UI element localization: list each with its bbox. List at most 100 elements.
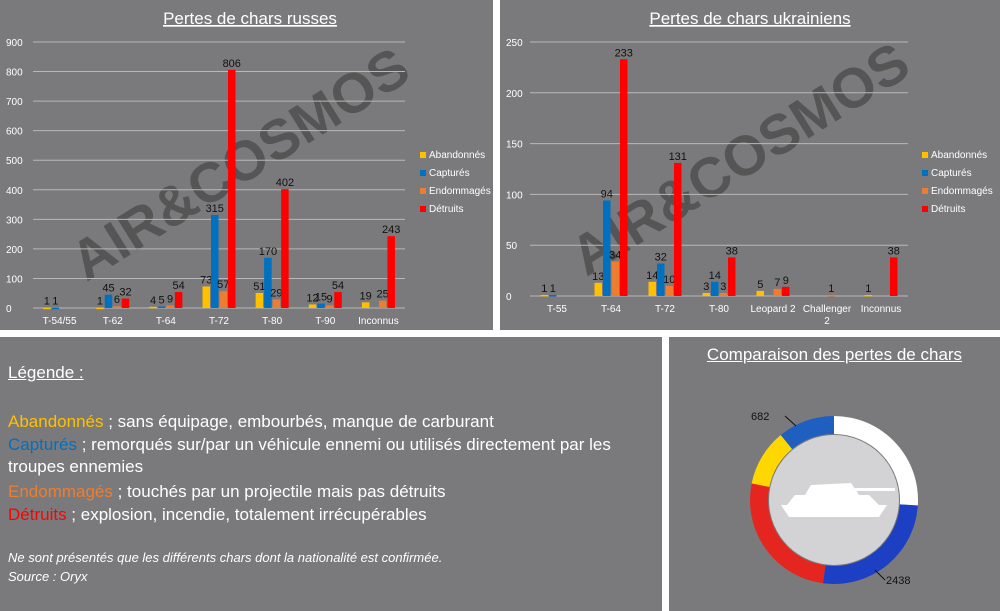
data-label: 32 [119, 287, 131, 299]
data-label: 14 [709, 270, 721, 282]
bar [665, 285, 673, 296]
legend-label: Endommagés [429, 186, 491, 197]
y-tick-label: 900 [6, 38, 23, 49]
y-tick-label: 200 [6, 245, 23, 256]
legend-swatch [420, 170, 426, 176]
x-tick-label: Challenger 2 [803, 304, 852, 327]
legend-abandonnes: Abandonnés ; sans équipage, embourbés, m… [8, 411, 658, 433]
y-tick-label: 700 [6, 97, 23, 108]
y-tick-label: 600 [6, 127, 23, 138]
ukrainian-losses-chart: Pertes de chars ukrainiens AIR&COSMOS050… [506, 9, 993, 327]
y-tick-label: 0 [506, 292, 512, 303]
russian-losses-chart: Pertes de chars russes AIR&COSMOS 0 100 200… [6, 9, 491, 327]
data-label: 1 [541, 283, 547, 295]
legend-desc: ; sans équipage, embourbés, manque de ca… [103, 412, 494, 431]
y-tick-label: 50 [506, 241, 518, 252]
data-label: 19 [360, 290, 372, 302]
bar [890, 257, 898, 296]
legend-desc: ; remorqués sur/par un véhicule ennemi o… [8, 435, 611, 476]
data-label: 10 [663, 274, 675, 286]
data-label: 29 [270, 287, 282, 299]
data-label: 54 [172, 280, 184, 292]
bar [782, 286, 790, 296]
bar [104, 294, 113, 308]
y-tick-label: 800 [6, 68, 23, 79]
legend-desc: ; explosion, incendie, totalement irrécu… [66, 505, 427, 524]
leader-line [784, 415, 797, 427]
legend-desc: ; touchés par un projectile mais pas dét… [112, 482, 446, 501]
legend-label: Endommagés [931, 186, 993, 197]
data-label: 25 [377, 289, 389, 301]
x-tick-label: T-90 [315, 316, 335, 327]
chart-title: Pertes de chars russes [163, 9, 337, 28]
data-label: 1 [828, 283, 834, 295]
legend-label: Abandonnés [429, 150, 485, 161]
data-label: 806 [223, 58, 241, 70]
legend-panel: Légende : Abandonnés ; sans équipage, em… [0, 337, 662, 611]
donut-slice-russia-white [834, 416, 918, 506]
x-tick-label: T-55 [547, 304, 567, 315]
bar [648, 281, 656, 296]
x-tick-label: Leopard 2 [750, 304, 795, 315]
data-label: 38 [888, 245, 900, 257]
legend-source: Source : Oryx [8, 569, 88, 584]
data-label: 5 [757, 279, 763, 291]
bar [281, 189, 289, 308]
bar [864, 294, 872, 297]
bar [317, 303, 325, 308]
x-tick-label: T-64 [156, 316, 176, 327]
data-label: 6 [114, 294, 120, 306]
y-tick-label: 400 [6, 186, 23, 197]
data-label: 5 [159, 295, 165, 307]
y-tick-label: 100 [506, 190, 523, 201]
watermark: AIR&COSMOS [59, 35, 420, 293]
legend-label: Capturés [931, 168, 972, 179]
bar [361, 302, 370, 308]
data-label: 402 [276, 177, 294, 189]
data-label: 73 [200, 274, 212, 286]
donut-slice-ukraine-blue [780, 416, 834, 449]
legend-term: Détruits [8, 505, 67, 524]
bar [719, 292, 727, 296]
legend-label: Détruits [931, 204, 965, 215]
data-label: 38 [726, 245, 738, 257]
legend-detruits: Détruits ; explosion, incendie, totaleme… [8, 504, 658, 526]
bar [308, 304, 317, 308]
y-tick-label: 100 [6, 274, 23, 285]
y-tick-label: 250 [506, 38, 523, 49]
legend-label: Capturés [429, 168, 470, 179]
data-label: 1 [550, 283, 556, 295]
bar [756, 290, 764, 296]
bar [711, 281, 719, 296]
data-label: 12 [306, 292, 318, 304]
bar [228, 69, 236, 308]
data-label: 9 [783, 275, 789, 287]
data-label: 4 [150, 295, 156, 307]
bar [549, 294, 557, 297]
comparison-title: Comparaison des pertes de chars [706, 345, 963, 364]
data-label: 131 [669, 151, 687, 163]
bar [657, 263, 665, 296]
data-label: 13 [592, 271, 604, 283]
data-label: 1 [97, 296, 103, 308]
legend-swatch [922, 206, 928, 212]
x-tick-label: T-72 [209, 316, 229, 327]
bar [211, 214, 219, 308]
legend-note: Ne sont présentés que les différents cha… [8, 550, 443, 565]
data-label: 15 [315, 292, 327, 304]
bar [272, 299, 281, 308]
legend-swatch [922, 152, 928, 158]
leader-line [874, 569, 886, 581]
donut-slice-russia-red [750, 483, 826, 584]
bar [674, 162, 682, 296]
bar [334, 292, 342, 308]
data-label: 51 [253, 281, 265, 293]
bar [773, 288, 781, 296]
bar [387, 236, 395, 308]
bar [620, 59, 628, 296]
bar [603, 200, 611, 296]
bar [827, 294, 835, 297]
y-tick-label: 500 [6, 156, 23, 167]
x-tick-label: T-80 [262, 316, 282, 327]
legend-swatch [420, 188, 426, 194]
